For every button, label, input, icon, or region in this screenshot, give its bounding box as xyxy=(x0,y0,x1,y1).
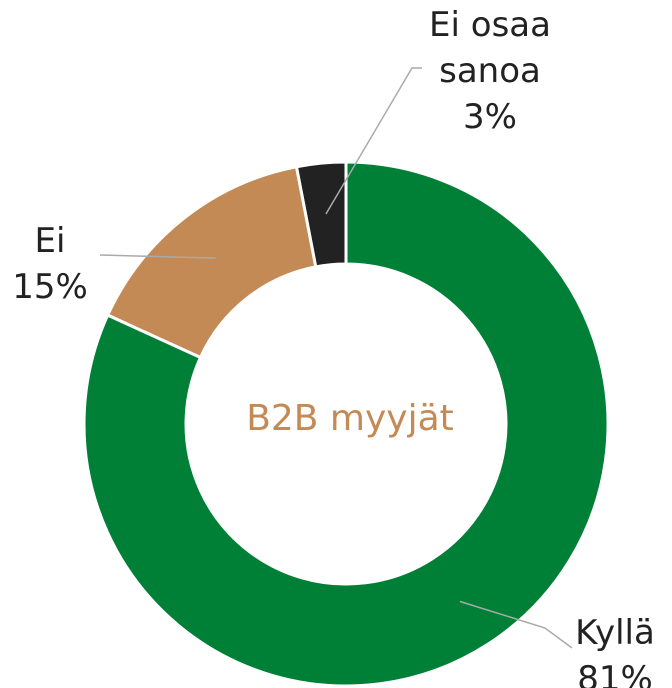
slice-label: Ei osaa sanoa 3% xyxy=(415,2,565,140)
center-title: B2B myyjät xyxy=(246,398,454,439)
value-label: 15% xyxy=(12,267,88,307)
leader-line xyxy=(99,254,216,259)
leader-line xyxy=(459,600,573,649)
category-label: Kyllä xyxy=(575,613,655,653)
donut-slice xyxy=(105,164,318,360)
category-label: Ei xyxy=(34,221,66,261)
donut-slice xyxy=(82,160,610,688)
slice-label: Kyllä 81% xyxy=(555,610,672,688)
value-label: 81% xyxy=(577,659,653,688)
slice-label: Ei 15% xyxy=(0,218,105,310)
leader-line xyxy=(325,67,422,215)
value-label: 3% xyxy=(463,97,517,137)
category-label: Ei osaa sanoa xyxy=(429,5,551,91)
